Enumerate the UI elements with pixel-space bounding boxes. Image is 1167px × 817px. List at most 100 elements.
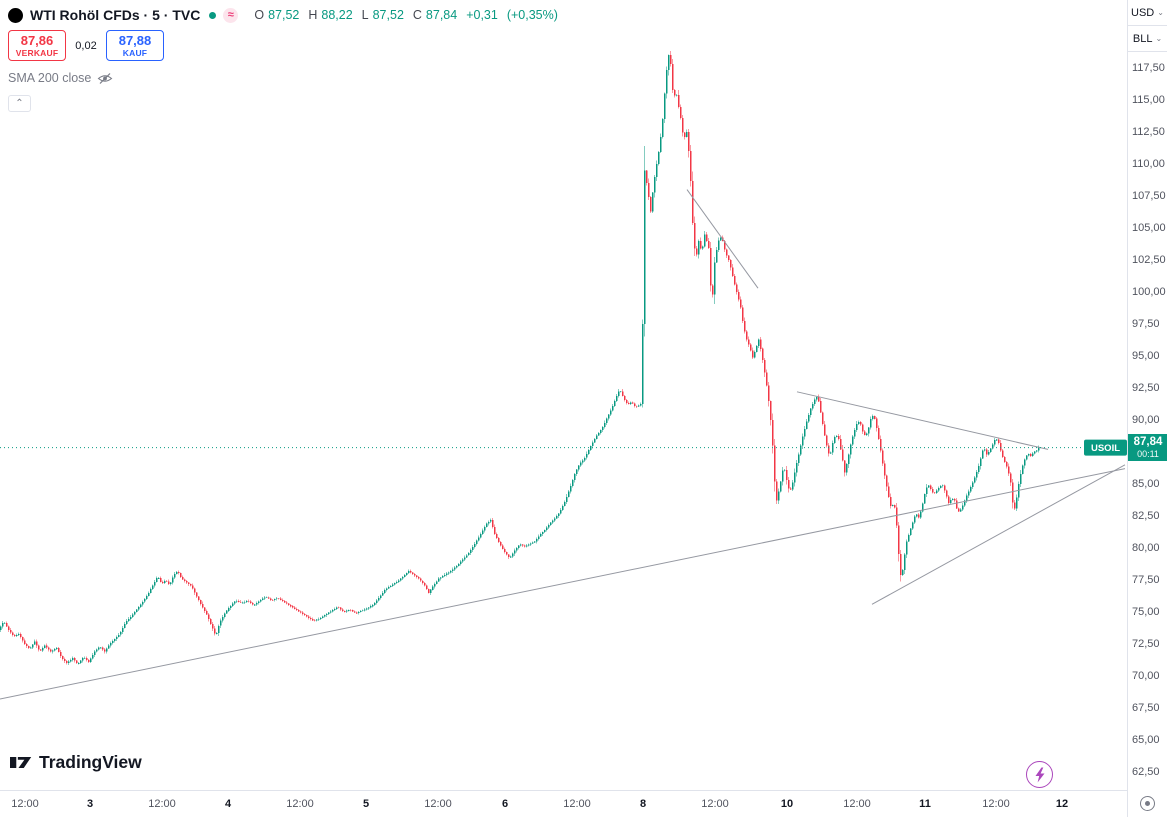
price-tick-label: 102,50 [1132, 254, 1166, 266]
current-price-value: 87,84 [1133, 436, 1163, 449]
price-tick-label: 95,00 [1132, 350, 1160, 362]
trendline[interactable] [796, 391, 1049, 450]
price-tick-label: 107,50 [1132, 190, 1166, 202]
price-tick-label: 75,00 [1132, 606, 1160, 618]
ohlc-values: O 87,52 H 88,22 L 87,52 C 87,84 +0,31 (+0,35… [249, 8, 558, 22]
time-axis-label: 12:00 [148, 798, 176, 810]
time-axis-label: 12:00 [701, 798, 729, 810]
price-tick-label: 90,00 [1132, 414, 1160, 426]
currency-dropdown[interactable]: USD ⌄ [1128, 0, 1167, 26]
open-value: 87,52 [268, 8, 300, 22]
price-tick-label: 115,00 [1132, 94, 1165, 106]
price-tick-label: 67,50 [1132, 702, 1160, 714]
high-label: H [308, 8, 318, 22]
open-label: O [254, 8, 265, 22]
price-tick-label: 100,00 [1132, 286, 1166, 298]
price-tick-label: 77,50 [1132, 574, 1160, 586]
lightning-bolt-icon [1035, 767, 1044, 782]
current-price-axis-label: 87,84 00:11 [1128, 434, 1167, 462]
lightning-bolt-button[interactable] [1026, 761, 1053, 788]
symbol-title[interactable]: WTI Rohöl CFDs · 5 · TVC [30, 7, 201, 23]
price-tick-label: 72,50 [1132, 638, 1160, 650]
change-value: +0,31 [466, 8, 498, 22]
chart-pane[interactable]: USOIL WTI Rohöl CFDs · 5 · TVC ≈ O 87,52 … [0, 0, 1127, 790]
trendline[interactable] [871, 464, 1126, 605]
high-value: 88,22 [321, 8, 353, 22]
low-value: 87,52 [372, 8, 404, 22]
trade-panel: 87,86 VERKAUF 0,02 87,88 KAUF [8, 30, 164, 61]
indicator-label[interactable]: SMA 200 close [8, 71, 92, 85]
time-axis-day-label: 5 [362, 798, 370, 810]
spread-value: 0,02 [75, 39, 97, 52]
time-axis-label: 12:00 [11, 798, 39, 810]
close-value: 87,84 [425, 8, 458, 22]
collapse-legend-button[interactable]: ⌃ [8, 95, 31, 112]
up-candle-bodies [0, 55, 1040, 664]
currency-label: USD [1131, 6, 1155, 19]
buy-label: KAUF [122, 48, 148, 58]
time-axis-label: 12:00 [424, 798, 452, 810]
price-tick-label: 117,50 [1132, 62, 1165, 74]
trendline[interactable] [0, 468, 1126, 700]
chevron-down-icon: ⌄ [1157, 8, 1164, 17]
delayed-data-icon[interactable]: ≈ [223, 7, 239, 23]
time-axis[interactable]: 12:00 3 12:00 4 12:00 5 12:00 6 12:00 8 12:00 10 12:… [0, 790, 1127, 817]
price-tick-label: 97,50 [1132, 318, 1160, 330]
change-percent: (+0,35%) [506, 8, 558, 22]
symbol-price-tag: USOIL [1084, 439, 1127, 456]
time-axis-day-label: 10 [780, 798, 794, 810]
symbol-price-tag-text: USOIL [1091, 443, 1120, 454]
up-candle-wicks [0, 54, 1040, 665]
tradingview-logo[interactable]: TradingView [10, 752, 142, 773]
bar-countdown: 00:11 [1137, 449, 1159, 460]
price-tick-label: 70,00 [1132, 670, 1160, 682]
indicator-row: SMA 200 close [8, 71, 113, 85]
time-axis-day-label: 12 [1055, 798, 1069, 810]
axis-corner [1127, 790, 1167, 817]
chevron-down-icon: ⌄ [1155, 34, 1163, 43]
time-axis-label: 12:00 [843, 798, 871, 810]
price-tick-label: 65,00 [1132, 734, 1160, 746]
tradingview-brand-text: TradingView [39, 752, 142, 772]
time-axis-label: 12:00 [982, 798, 1010, 810]
track-time-icon[interactable] [1140, 796, 1155, 811]
unit-label: BLL [1132, 32, 1153, 45]
market-status-dot-icon[interactable] [209, 11, 217, 19]
price-tick-label: 80,00 [1132, 542, 1160, 554]
time-axis-label: 12:00 [286, 798, 314, 810]
sell-price: 87,86 [20, 33, 54, 48]
buy-button[interactable]: 87,88 KAUF [106, 30, 164, 61]
time-axis-day-label: 11 [919, 798, 931, 810]
price-tick-label: 62,50 [1132, 766, 1160, 778]
sell-button[interactable]: 87,86 VERKAUF [8, 30, 66, 61]
price-tick-label: 85,00 [1132, 478, 1160, 490]
price-tick-label: 92,50 [1132, 382, 1160, 394]
price-axis[interactable]: USD ⌄ BLL ⌄ 117,50 115,00 112,50 110,00 107,… [1127, 0, 1167, 790]
trendline[interactable] [686, 189, 759, 289]
symbol-logo-icon [8, 7, 23, 23]
price-tick-label: 110,00 [1132, 158, 1165, 170]
time-axis-label: 12:00 [563, 798, 591, 810]
unit-dropdown[interactable]: BLL ⌄ [1128, 26, 1167, 52]
sell-label: VERKAUF [15, 48, 59, 58]
trendlines-layer [0, 189, 1126, 700]
price-tick-label: 82,50 [1132, 510, 1160, 522]
buy-price: 87,88 [118, 33, 152, 48]
chevron-up-icon: ⌃ [15, 98, 24, 109]
down-candle-bodies [6, 55, 1032, 664]
candlestick-chart[interactable]: USOIL [0, 0, 1127, 790]
low-label: L [361, 8, 369, 22]
tradingview-mark-icon [10, 757, 32, 768]
close-label: C [412, 8, 422, 22]
down-candle-wicks [6, 51, 1032, 665]
symbol-legend: WTI Rohöl CFDs · 5 · TVC ≈ O 87,52 H 88,22… [8, 7, 558, 23]
time-axis-day-label: 4 [224, 798, 232, 810]
eye-hidden-icon[interactable] [97, 72, 113, 85]
price-tick-label: 112,50 [1132, 126, 1165, 138]
price-tick-label: 105,00 [1132, 222, 1166, 234]
time-axis-day-label: 3 [86, 798, 94, 810]
time-axis-day-label: 6 [501, 798, 509, 810]
symbol-price-tag-bg [1084, 439, 1127, 456]
time-axis-day-label: 8 [639, 798, 647, 810]
